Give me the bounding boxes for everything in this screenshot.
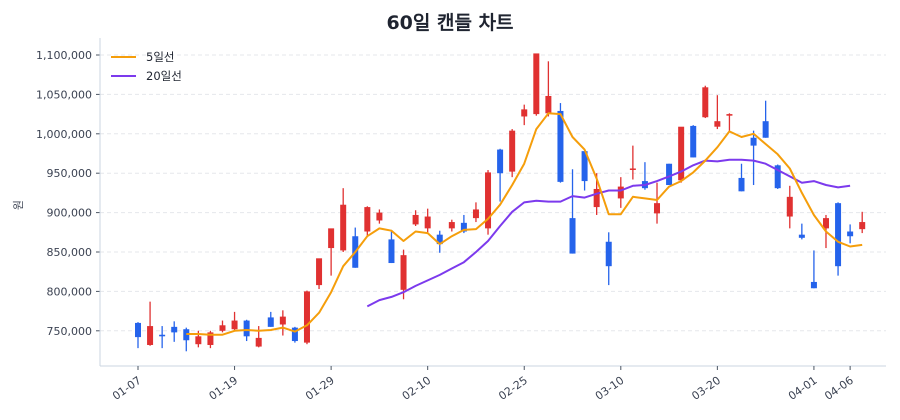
x-tick-label: 02-25	[496, 374, 530, 403]
x-tick-label: 04-06	[822, 374, 856, 403]
candle-body	[376, 212, 383, 221]
candle-body	[835, 203, 842, 267]
candle-body	[364, 207, 371, 232]
candle-body	[183, 329, 190, 341]
candle-body	[207, 332, 214, 345]
candle-body	[340, 204, 347, 251]
candle-body	[738, 177, 745, 192]
ma5-line	[186, 112, 863, 336]
candle-body	[424, 216, 431, 229]
y-tick-label: 750,000	[47, 325, 93, 338]
candle-body	[714, 121, 721, 127]
candle-body	[533, 53, 540, 115]
candle-body	[690, 125, 697, 158]
candle-body	[774, 165, 781, 189]
candle-body	[678, 126, 685, 181]
candle-body	[822, 218, 829, 229]
candle-body	[581, 151, 588, 182]
candle-body	[557, 110, 564, 182]
y-axis-label: 원	[12, 200, 25, 210]
candle-body	[267, 317, 274, 327]
candle-body	[135, 322, 141, 338]
candle-body	[291, 327, 298, 342]
candle-body	[798, 234, 805, 238]
candle-body	[328, 228, 335, 249]
y-tick-label: 1,050,000	[36, 88, 92, 101]
candle-body	[243, 320, 250, 337]
candle-body	[859, 222, 866, 230]
candle-body	[255, 337, 262, 347]
candle-body	[605, 241, 612, 267]
chart-title: 60일 캔들 차트	[386, 12, 514, 34]
candle-body	[545, 95, 552, 114]
x-tick-label: 02-10	[400, 374, 434, 403]
candle-body	[303, 291, 310, 343]
y-tick-label: 1,100,000	[36, 49, 92, 62]
candle-body	[810, 281, 817, 289]
candle-body	[159, 334, 166, 337]
candle-body	[847, 231, 854, 237]
candle-body	[436, 234, 443, 245]
candle-body	[472, 209, 479, 219]
candle-body	[666, 163, 673, 186]
y-tick-label: 850,000	[47, 246, 93, 259]
candle-body	[617, 186, 624, 199]
candle-body	[147, 326, 154, 345]
candle-body	[593, 188, 600, 208]
y-tick-label: 950,000	[47, 167, 93, 180]
candle-body	[316, 258, 323, 286]
candle-body	[497, 149, 504, 174]
x-tick-label: 03-20	[689, 374, 723, 403]
candle-body	[388, 239, 395, 264]
candle-body	[195, 336, 202, 345]
candle-body	[509, 130, 516, 172]
candle-body	[400, 255, 407, 290]
x-tick-label: 01-29	[303, 374, 337, 403]
x-tick-label: 03-10	[593, 374, 627, 403]
x-tick-label: 01-07	[110, 374, 144, 403]
candle-body	[726, 114, 733, 116]
x-tick-label: 01-19	[207, 374, 241, 403]
candle-body	[654, 203, 661, 214]
candle-body	[448, 222, 455, 229]
candle-body	[786, 196, 793, 217]
candle-body	[762, 121, 769, 138]
candle-body	[231, 320, 238, 330]
legend-label: 20일선	[146, 69, 182, 83]
candle-body	[702, 87, 709, 118]
y-tick-label: 1,000,000	[36, 128, 92, 141]
candle-body	[750, 137, 757, 146]
y-tick-label: 900,000	[47, 207, 93, 220]
candle-body	[171, 326, 178, 333]
legend-label: 5일선	[146, 50, 174, 64]
candle-body	[460, 222, 467, 232]
candle-body	[485, 172, 492, 229]
x-tick-label: 04-01	[786, 374, 820, 403]
ma20-line	[366, 158, 851, 308]
candle-body	[279, 316, 286, 325]
candle-body	[569, 218, 576, 254]
y-tick-label: 800,000	[47, 285, 93, 298]
candle-body	[629, 168, 636, 170]
candle-body	[521, 109, 528, 117]
candle-body	[412, 214, 419, 225]
candle-body	[219, 325, 226, 331]
